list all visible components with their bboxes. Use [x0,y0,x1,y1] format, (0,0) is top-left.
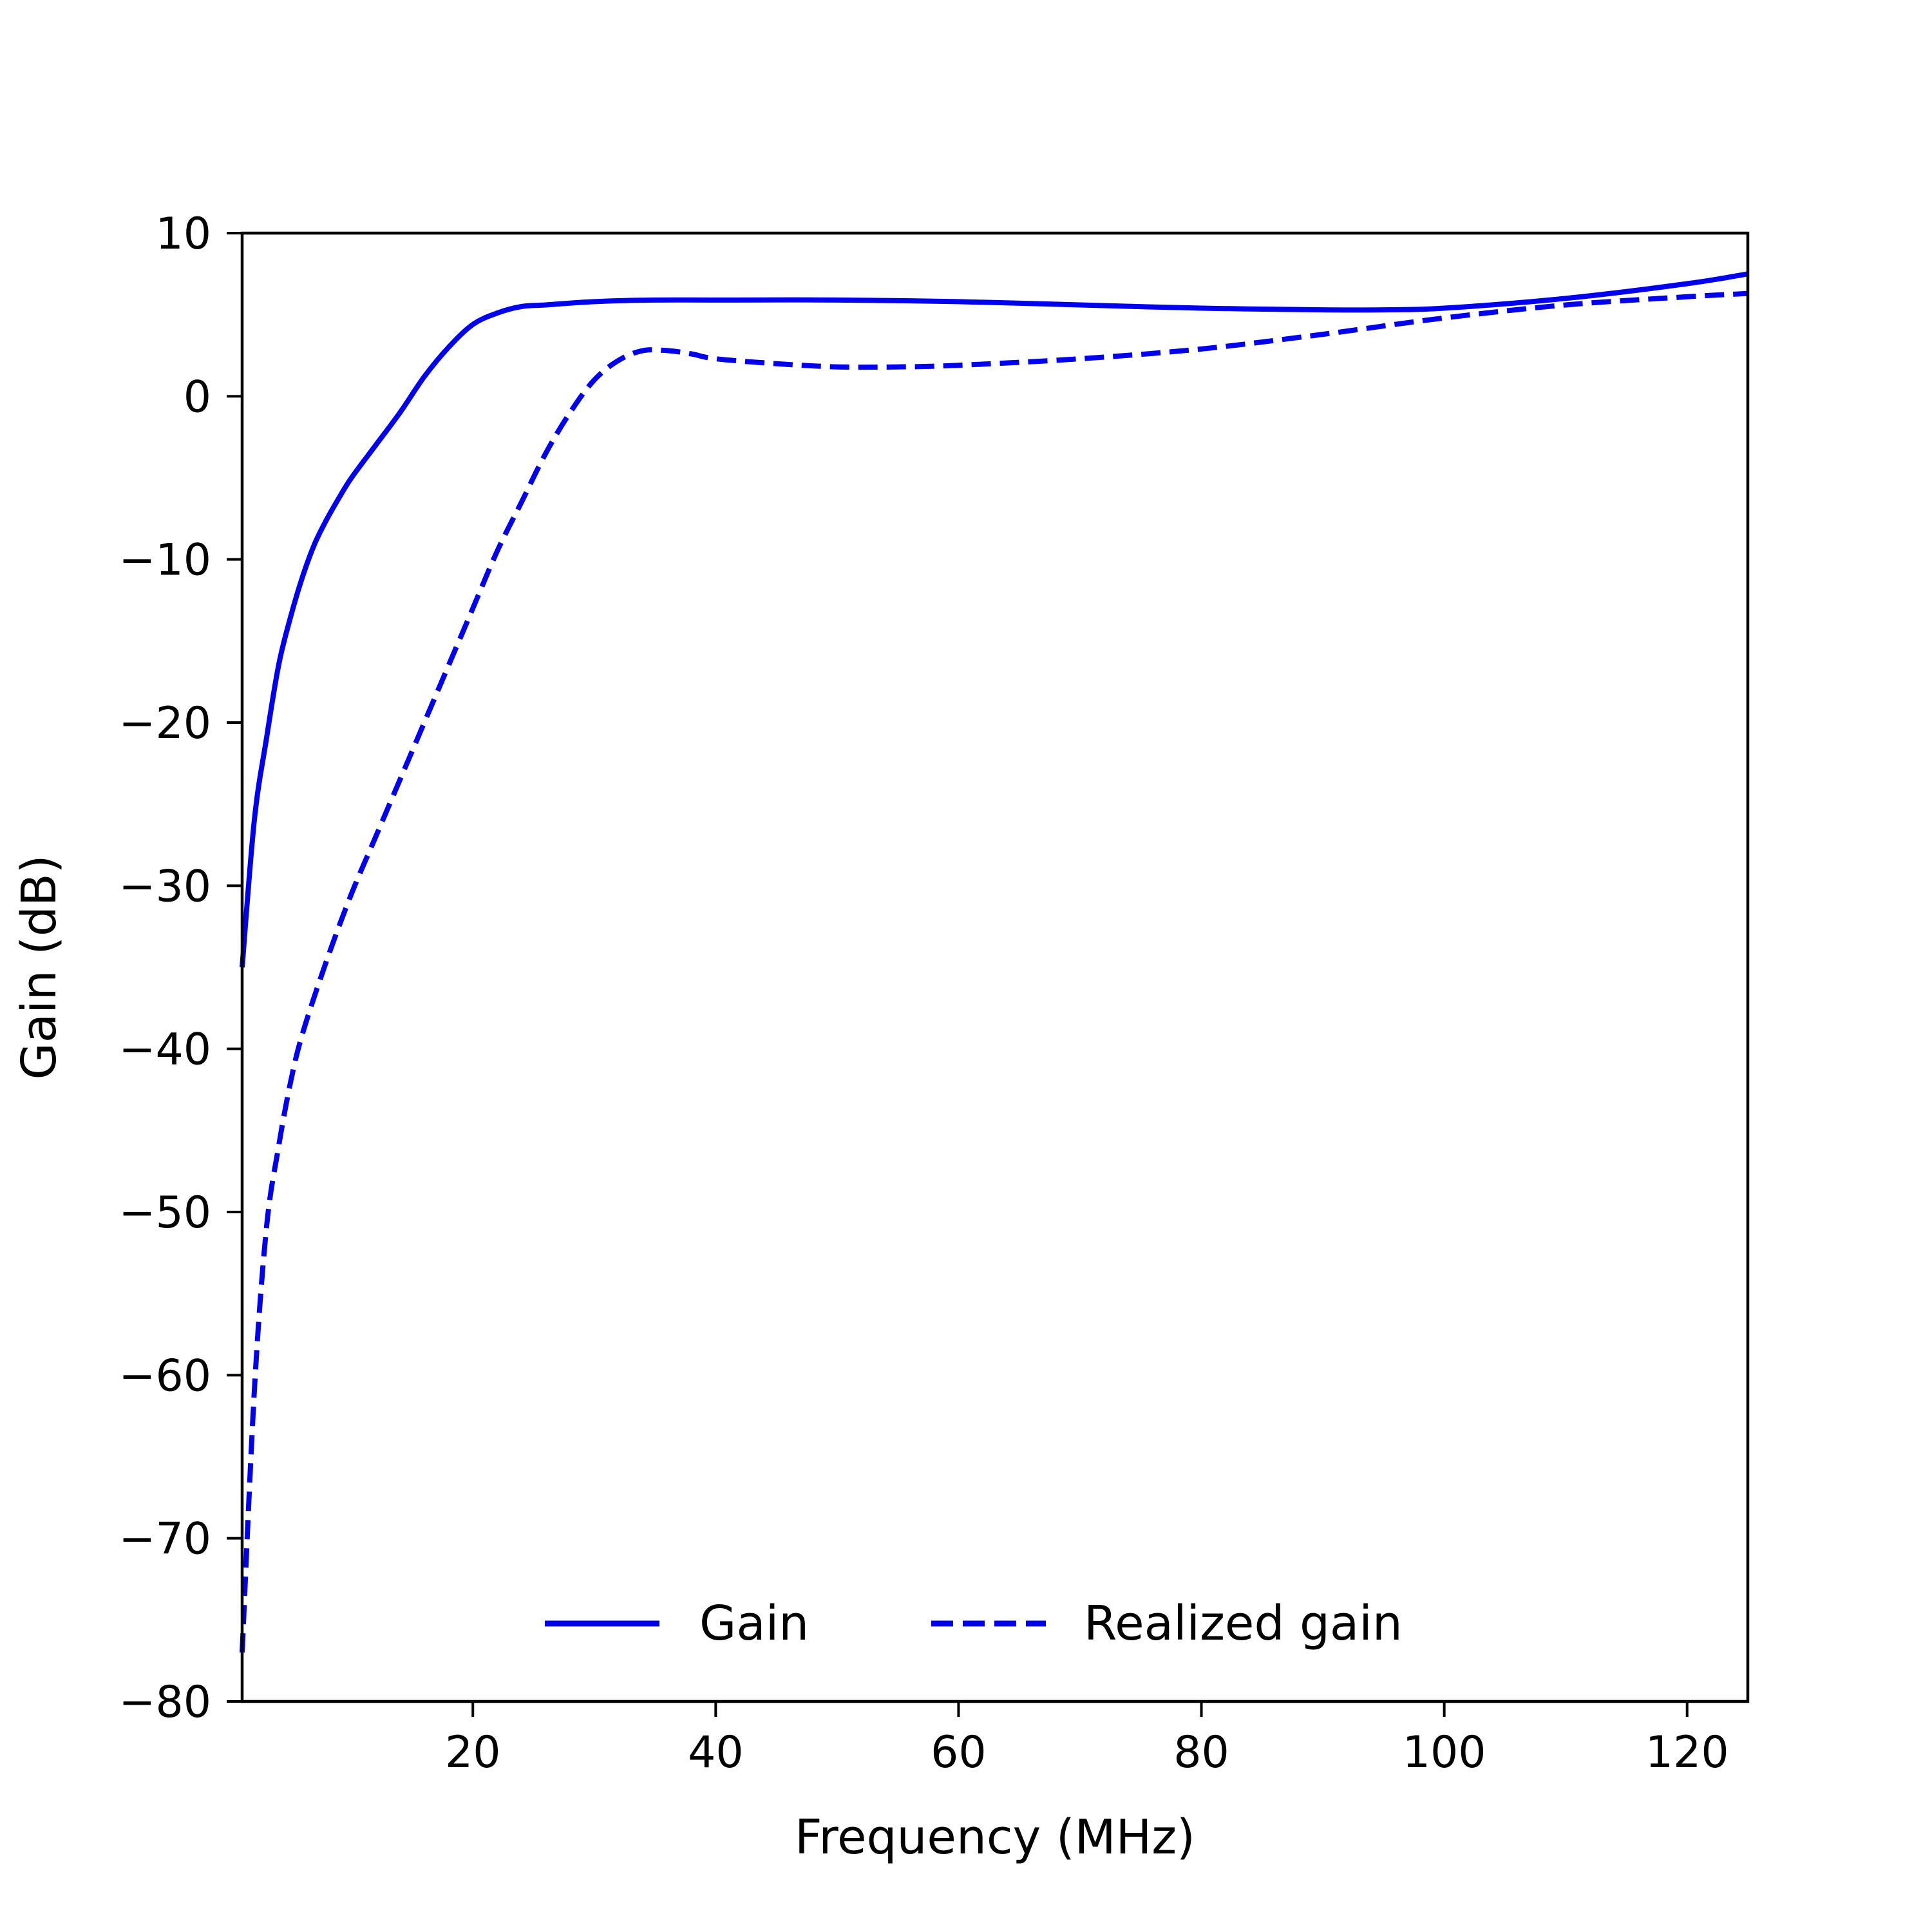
y-axis-title: Gain (dB) [12,855,67,1079]
y-tick-label: −50 [118,1188,211,1238]
y-tick-label: −30 [118,861,211,912]
series-line-gain [240,271,1748,968]
y-axis: 10 0 −10 −20 −30 −40 −50 −60 −70 −80 [118,209,242,1728]
x-tick-label: 60 [931,1727,987,1778]
y-tick-label: −60 [118,1350,211,1401]
x-tick-label: 20 [445,1727,501,1778]
x-tick-label: 120 [1645,1727,1729,1778]
series-layer [240,271,1748,1653]
y-tick-label: −20 [118,698,211,749]
x-tick-label: 80 [1173,1727,1229,1778]
series-line-realized-gain [240,290,1748,1653]
x-tick-label: 100 [1403,1727,1486,1778]
legend-gain-label: Gain [699,1596,809,1651]
legend: Gain Realized gain [545,1596,1403,1651]
x-axis: 20 40 60 80 100 120 [445,1701,1729,1778]
y-tick-label: 10 [155,209,211,260]
y-tick-label: −40 [118,1025,211,1075]
y-tick-label: −70 [118,1514,211,1565]
y-tick-label: 0 [184,372,211,422]
plot-frame [240,231,1750,1703]
legend-realized-gain-label: Realized gain [1084,1596,1403,1651]
y-tick-label: −80 [118,1677,211,1728]
x-tick-label: 40 [688,1727,744,1778]
x-axis-title: Frequency (MHz) [795,1810,1195,1865]
y-tick-label: −10 [118,535,211,586]
plot-area [242,233,1748,1701]
